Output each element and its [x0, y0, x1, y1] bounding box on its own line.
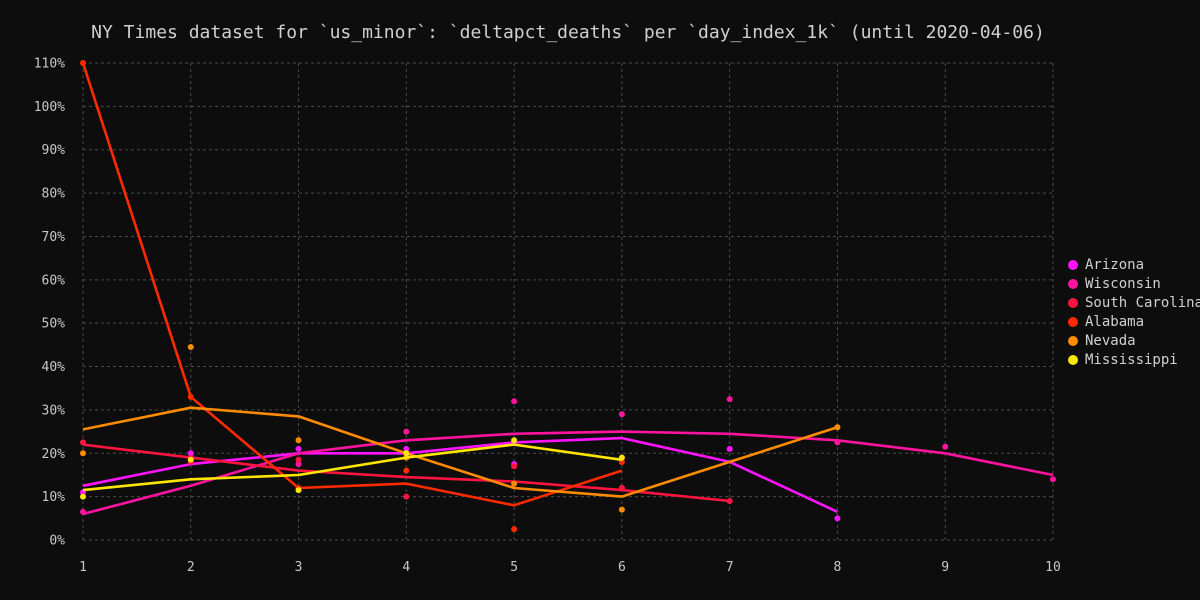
legend-item-wisconsin: Wisconsin — [1068, 274, 1200, 293]
legend-label: Alabama — [1085, 313, 1145, 330]
y-tick-label: 20% — [42, 447, 66, 462]
series-alabama — [80, 60, 625, 533]
data-point-south-carolina — [618, 484, 625, 491]
y-tick-label: 110% — [34, 57, 65, 72]
data-point-alabama — [511, 526, 518, 533]
data-point-wisconsin — [511, 398, 518, 405]
x-tick-label: 7 — [726, 560, 734, 575]
x-tick-label: 10 — [1045, 560, 1061, 575]
x-tick-label: 6 — [618, 560, 626, 575]
data-point-south-carolina — [511, 463, 518, 470]
data-point-arizona — [403, 445, 410, 452]
legend-item-nevada: Nevada — [1068, 331, 1200, 350]
series-nevada — [80, 344, 841, 513]
legend-item-arizona: Arizona — [1068, 255, 1200, 274]
legend-marker — [1068, 316, 1078, 327]
series-line-arizona — [82, 436, 838, 513]
y-tick-label: 0% — [49, 534, 65, 549]
data-point-mississippi — [618, 454, 625, 461]
legend-item-south-carolina: South Carolina — [1068, 293, 1200, 312]
legend-label: Nevada — [1085, 332, 1136, 349]
x-tick-label: 9 — [941, 560, 949, 575]
series-wisconsin — [80, 396, 1056, 516]
data-point-mississippi — [80, 493, 86, 500]
chart-title: NY Times dataset for `us_minor`: `deltap… — [91, 22, 1045, 43]
y-tick-label: 10% — [42, 490, 66, 505]
data-point-nevada — [511, 480, 518, 487]
legend-marker — [1068, 297, 1078, 308]
data-point-alabama — [187, 393, 194, 400]
data-point-nevada — [187, 344, 194, 351]
x-tick-label: 2 — [187, 560, 195, 575]
x-axis-ticks: 1 2 3 4 5 6 7 8 9 10 — [79, 560, 1061, 575]
data-point-arizona — [726, 445, 733, 452]
legend-marker — [1068, 259, 1078, 270]
data-point-alabama — [403, 467, 410, 474]
data-point-wisconsin — [80, 508, 86, 515]
y-axis-ticks: 0% 10% 20% 30% 40% 50% 60% 70% 80% 90% 100% 110% — [34, 57, 65, 549]
legend-item-mississippi: Mississippi — [1068, 350, 1200, 369]
data-point-wisconsin — [834, 439, 841, 446]
y-tick-label: 50% — [42, 317, 66, 332]
y-tick-label: 60% — [42, 273, 66, 288]
data-point-nevada — [834, 424, 841, 431]
legend-label: Mississippi — [1085, 351, 1178, 368]
series-line-nevada — [82, 406, 838, 498]
data-point-wisconsin — [403, 428, 410, 435]
data-point-nevada — [618, 506, 625, 513]
data-point-nevada — [80, 450, 86, 457]
data-point-alabama — [80, 60, 86, 66]
y-tick-label: 80% — [42, 187, 66, 202]
data-point-wisconsin — [618, 411, 625, 418]
legend-marker — [1068, 335, 1078, 346]
data-point-arizona — [295, 445, 302, 452]
data-point-wisconsin — [1050, 476, 1056, 483]
series-line-alabama — [81, 62, 623, 507]
data-point-mississippi — [403, 450, 410, 457]
data-point-wisconsin — [942, 443, 949, 450]
y-tick-label: 70% — [42, 230, 66, 245]
data-point-wisconsin — [726, 396, 733, 403]
legend-item-alabama: Alabama — [1068, 312, 1200, 331]
x-tick-label: 8 — [834, 560, 842, 575]
data-point-wisconsin — [295, 461, 302, 468]
data-point-mississippi — [187, 456, 194, 463]
data-point-mississippi — [295, 487, 302, 494]
legend-label: Wisconsin — [1085, 275, 1161, 292]
y-tick-label: 100% — [34, 100, 65, 115]
x-tick-label: 3 — [295, 560, 303, 575]
data-point-south-carolina — [726, 497, 733, 504]
data-point-arizona — [834, 515, 841, 522]
y-tick-label: 30% — [42, 403, 66, 418]
legend-label: Arizona — [1085, 256, 1145, 273]
legend-marker — [1068, 354, 1078, 365]
data-point-south-carolina — [80, 439, 86, 446]
series-line-wisconsin — [82, 430, 1054, 516]
legend-label: South Carolina — [1085, 294, 1200, 311]
series-layer — [80, 60, 1056, 533]
x-tick-label: 4 — [402, 560, 410, 575]
series-line-mississippi — [82, 443, 623, 492]
y-tick-label: 40% — [42, 360, 66, 375]
data-point-mississippi — [511, 437, 518, 444]
x-tick-label: 1 — [79, 560, 87, 575]
series-mississippi — [80, 437, 625, 500]
x-tick-label: 5 — [510, 560, 518, 575]
data-point-south-carolina — [403, 493, 410, 500]
y-tick-label: 90% — [42, 143, 66, 158]
data-point-south-carolina — [295, 456, 302, 463]
data-point-arizona — [187, 450, 194, 457]
grid-lines — [82, 62, 1054, 541]
legend-marker — [1068, 278, 1078, 289]
legend: Arizona Wisconsin South Carolina Alabama Nev… — [1068, 255, 1200, 369]
data-point-nevada — [295, 437, 302, 444]
